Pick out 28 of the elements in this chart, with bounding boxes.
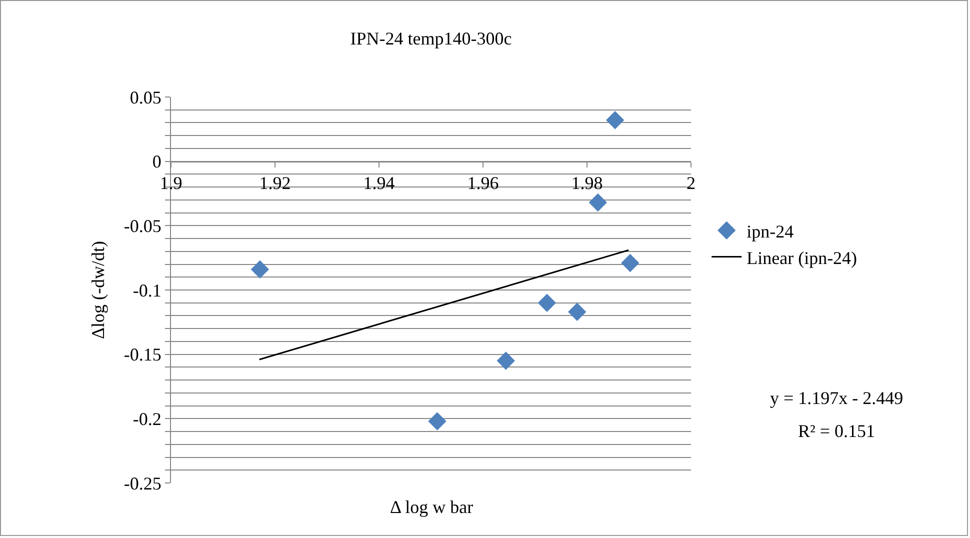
y-tick-label: -0.1: [132, 280, 162, 300]
point: [568, 302, 586, 321]
chart-title: IPN-24 temp140-300c: [350, 28, 512, 49]
y-tick-label: 0.05: [130, 87, 162, 108]
x-tick-label: 1.9: [160, 172, 182, 193]
x-tick-label: 2: [686, 172, 696, 193]
y-axis-title: Δlog (-dw/dt): [88, 240, 108, 340]
point: [250, 260, 270, 279]
text: y = 1.197x - 2.449: [770, 388, 904, 408]
y-tick-label: -0.2: [132, 408, 162, 429]
x-tick-label: 1.98: [571, 172, 603, 193]
point: [496, 352, 515, 370]
x-axis-title: Δ log w bar: [390, 497, 474, 517]
text: R² = 0.151: [798, 421, 876, 441]
point: [428, 412, 446, 430]
legend-label: Linear (ipn-24): [746, 248, 858, 268]
y-tick-label: -0.05: [124, 216, 162, 236]
x-tick-label: 1.96: [467, 172, 499, 193]
point: [588, 193, 608, 212]
y-tick-label: -0.15: [124, 344, 162, 365]
point: [621, 254, 640, 272]
x-tick-label: 1.94: [363, 172, 395, 193]
y-tick-label: -0.25: [124, 473, 162, 494]
point: [606, 111, 624, 130]
legend-label: ipn-24: [746, 221, 794, 242]
y-tick-label: 0: [152, 152, 162, 172]
point: [538, 294, 556, 312]
x-tick-label: 1.92: [259, 172, 291, 193]
